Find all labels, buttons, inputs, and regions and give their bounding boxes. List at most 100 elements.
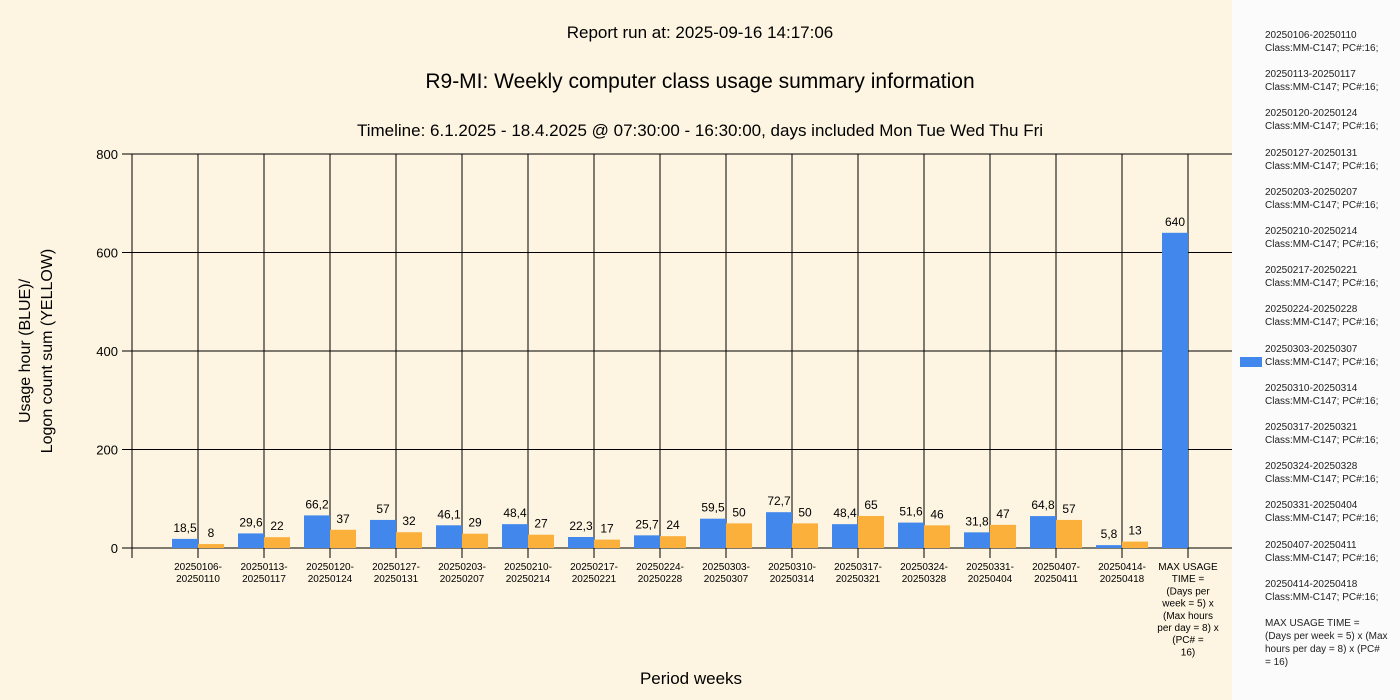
legend-entry-line: 20250113-20250117 [1265, 69, 1356, 81]
logon-data-label: 57 [1062, 502, 1076, 516]
legend-entry-line: 20250106-20250110 [1265, 30, 1357, 41]
logon-data-label: 65 [864, 498, 878, 512]
logon-bar [990, 524, 1016, 548]
logon-data-label: 24 [666, 518, 680, 532]
usage-bar [1030, 516, 1056, 548]
x-tick-label: 20250418 [1100, 574, 1145, 585]
legend-entry-line: (Days per week = 5) x (Max [1265, 631, 1388, 642]
usage-data-label: 18,5 [173, 521, 197, 535]
usage-data-label: 46,1 [437, 507, 461, 521]
x-tick-label: 20250207 [440, 574, 485, 585]
legend-entry-line: 20250303-20250307 [1265, 343, 1358, 355]
logon-data-label: 47 [996, 507, 1010, 521]
logon-data-label: 8 [208, 526, 215, 540]
legend-entry-line: 20250310-20250314 [1265, 382, 1358, 394]
usage-data-label: 48,4 [503, 506, 527, 520]
x-tick-label: 20250228 [638, 574, 683, 585]
x-tick-label: (PC# = [1172, 635, 1204, 646]
legend-entry: 20250113-20250117 Class:MM-C147; PC#:16; [1265, 68, 1395, 94]
x-tick-label: 20250110 [176, 574, 220, 585]
legend-entry-line: 20250120-20250124 [1265, 108, 1358, 120]
usage-data-label: 31,8 [965, 514, 989, 528]
usage-data-label: 51,6 [899, 505, 923, 519]
logon-bar [462, 533, 488, 548]
legend-entry-line: MAX USAGE TIME = [1265, 618, 1360, 629]
legend-entry: 20250210-20250214 Class:MM-C147; PC#:16; [1265, 225, 1395, 251]
y-tick-label: 0 [111, 541, 118, 556]
usage-bar [568, 537, 594, 548]
usage-bar [898, 522, 924, 548]
logon-bar [594, 539, 620, 548]
x-tick-label: 20250414- [1098, 562, 1146, 573]
legend-entry: 20250203-20250207 Class:MM-C147; PC#:16; [1265, 186, 1395, 212]
x-tick-label: per day = 8) x [1157, 623, 1218, 634]
x-axis-label: Period weeks [639, 669, 743, 688]
legend-swatch [1240, 356, 1262, 367]
x-tick-label: 20250127- [372, 562, 420, 573]
legend-entry-line: 20250407-20250411 [1265, 539, 1357, 551]
legend-entry-line: Class:MM-C147; PC#:16; [1265, 239, 1379, 250]
logon-bar [198, 544, 224, 548]
logon-bar [264, 537, 290, 548]
legend-entry-line: 20250210-20250214 [1265, 226, 1358, 237]
x-tick-label: 20250317- [834, 562, 882, 573]
x-tick-label: 20250131 [374, 574, 419, 585]
x-tick-label: 20250307 [704, 574, 749, 585]
x-tick-label: 20250411 [1034, 574, 1078, 585]
legend-entry-line: Class:MM-C147; PC#:16; [1265, 552, 1379, 564]
x-tick-label: 20250321 [836, 574, 881, 585]
x-tick-label: 20250404 [968, 574, 1013, 585]
usage-data-label: 59,5 [701, 501, 725, 515]
x-tick-label: 20250106- [174, 562, 222, 573]
usage-data-label: 22,3 [569, 519, 593, 533]
usage-bar [766, 512, 792, 548]
logon-bar [396, 532, 422, 548]
x-tick-label: 20250314 [770, 574, 815, 585]
legend-entry-line: hours per day = 8) x (PC# [1265, 644, 1380, 655]
legend-entry-line: Class:MM-C147; PC#:16; [1265, 121, 1379, 133]
usage-bar [436, 525, 462, 548]
logon-bar [858, 515, 884, 548]
legend-entry: MAX USAGE TIME = (Days per week = 5) x (… [1265, 617, 1395, 669]
x-tick-label: 20250113- [240, 562, 287, 573]
logon-bar [330, 529, 356, 548]
usage-bar [634, 535, 660, 548]
usage-data-label: 25,7 [635, 517, 659, 531]
x-tick-label: 20250331- [966, 562, 1014, 573]
usage-bar [700, 518, 726, 548]
y-tick-label: 800 [96, 147, 118, 162]
logon-data-label: 27 [534, 517, 548, 531]
x-tick-label: week = 5) x [1161, 599, 1213, 610]
legend-entry: 20250414-20250418 Class:MM-C147; PC#:16; [1265, 578, 1395, 604]
logon-data-label: 50 [798, 505, 812, 519]
usage-bar [1162, 232, 1188, 549]
logon-data-label: 22 [270, 519, 284, 533]
chart-area [0, 0, 1232, 700]
legend-entry-line: 20250224-20250228 [1265, 304, 1358, 316]
logon-data-label: 29 [468, 516, 482, 530]
x-tick-label: (Days per [1166, 586, 1210, 597]
x-tick-label: 20250120- [306, 562, 354, 573]
legend-entry-line: Class:MM-C147; PC#:16; [1265, 199, 1379, 211]
x-tick-label: 20250407- [1032, 562, 1080, 573]
legend-entry-line: Class:MM-C147; PC#:16; [1265, 513, 1379, 525]
logon-bar [924, 525, 950, 548]
chart-subtitle: Timeline: 6.1.2025 - 18.4.2025 @ 07:30:0… [356, 121, 1044, 140]
usage-bar [238, 533, 264, 548]
legend-entry: 20250324-20250328 Class:MM-C147; PC#:16; [1265, 460, 1395, 486]
logon-bar [1122, 541, 1148, 548]
legend-entry: 20250127-20250131 Class:MM-C147; PC#:16; [1265, 147, 1395, 173]
logon-data-label: 17 [600, 522, 614, 536]
y-tick-label: 200 [96, 443, 118, 458]
usage-data-label: 5,8 [1101, 527, 1118, 541]
usage-bar [832, 524, 858, 548]
logon-bar [528, 534, 554, 548]
x-tick-label: 20250224- [636, 562, 684, 573]
x-tick-label: 20250310- [768, 562, 816, 573]
legend-entry-line: 20250217-20250221 [1265, 265, 1358, 277]
legend-panel [1232, 0, 1400, 700]
bar-chart-plot: 0 200 400 600 800 18,5 8 20250106-20250110 29,6 2… [96, 147, 1232, 658]
legend-entry-line: = 16) [1265, 657, 1289, 668]
legend-entry-line: Class:MM-C147; PC#:16; [1265, 474, 1379, 486]
legend-entry: 20250317-20250321 Class:MM-C147; PC#:16; [1265, 421, 1395, 447]
